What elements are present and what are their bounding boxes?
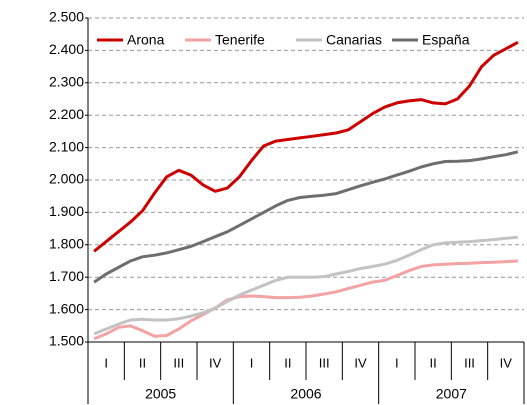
series-line [93, 259, 518, 341]
quarter-label: II [284, 355, 291, 370]
quarter-label: III [464, 355, 475, 370]
year-label: 2006 [290, 386, 321, 402]
legend-label: España [422, 32, 470, 48]
quarter-label: III [319, 355, 330, 370]
quarter-label: IV [500, 355, 513, 370]
legend-label: Arona [127, 32, 165, 48]
quarter-label: II [430, 355, 437, 370]
series-line [93, 150, 519, 284]
y-tick-label: 2.100 [49, 138, 84, 154]
y-tick-label: 2.400 [49, 41, 84, 57]
quarter-label: II [139, 355, 146, 370]
y-tick-label: 1.500 [49, 333, 84, 349]
quarter-label: IV [209, 355, 222, 370]
quarter-label: I [250, 355, 254, 370]
quarter-label: IV [354, 355, 367, 370]
series-line [93, 235, 519, 336]
quarter-label: I [104, 355, 108, 370]
y-tick-label: 2.500 [49, 9, 84, 25]
series-line [93, 40, 519, 253]
y-tick-label: 1.600 [49, 300, 84, 316]
y-tick-label: 2.200 [49, 106, 84, 122]
y-tick-label: 2.300 [49, 74, 84, 90]
y-tick-label: 1.900 [49, 203, 84, 219]
legend-label: Canarias [326, 32, 382, 48]
y-tick-label: 2.000 [49, 171, 84, 187]
year-label: 2005 [145, 386, 176, 402]
year-label: 2007 [436, 386, 467, 402]
y-tick-label: 1.800 [49, 236, 84, 252]
quarter-label: III [173, 355, 184, 370]
quarter-label: I [395, 355, 399, 370]
y-tick-label: 1.700 [49, 268, 84, 284]
legend-label: Tenerife [215, 32, 265, 48]
